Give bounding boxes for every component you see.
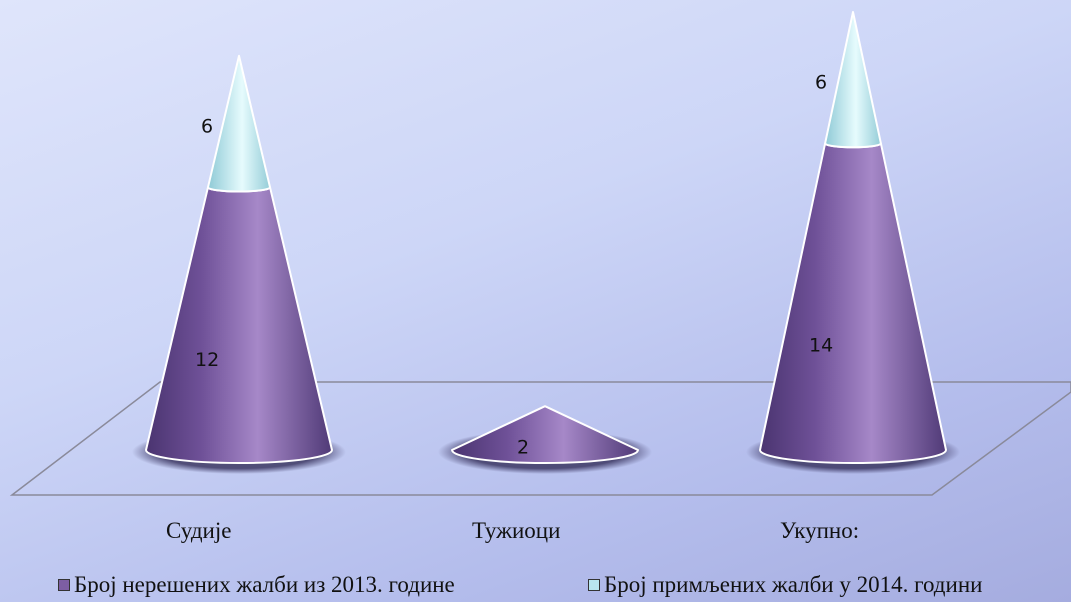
cone-segment-2014 — [207, 54, 271, 193]
cone-3 — [746, 11, 960, 474]
legend-label-2014: Број примљених жалби у 2014. години — [604, 572, 983, 597]
data-label: 14 — [809, 334, 833, 356]
cone-1 — [132, 54, 346, 474]
legend-swatch-2014 — [588, 579, 600, 591]
data-label: 2 — [517, 437, 529, 459]
cone-segment-2014 — [824, 11, 882, 149]
legend-swatch-2013 — [58, 579, 70, 591]
category-label: Укупно: — [780, 518, 859, 543]
cone-segment-2013 — [759, 142, 947, 464]
cone-2 — [438, 405, 652, 474]
data-label: 6 — [201, 115, 213, 137]
category-label: Тужиоци — [472, 518, 560, 543]
data-label: 12 — [195, 349, 219, 371]
legend-item-2013: Број нерешених жалби из 2013. године — [58, 572, 455, 598]
cone-segment-2013 — [145, 186, 333, 464]
cone-segment-2013 — [451, 405, 639, 464]
chart-floor — [9, 381, 1071, 496]
data-label: 6 — [815, 71, 827, 93]
category-label: Судије — [166, 518, 231, 543]
legend-label-2013: Број нерешених жалби из 2013. године — [74, 572, 455, 597]
legend-item-2014: Број примљених жалби у 2014. години — [588, 572, 982, 598]
legend: Број нерешених жалби из 2013. године Бро… — [0, 572, 1071, 602]
cone-chart: Судије Тужиоци Укупно: 12 6 2 14 6 — [9, 11, 1071, 543]
